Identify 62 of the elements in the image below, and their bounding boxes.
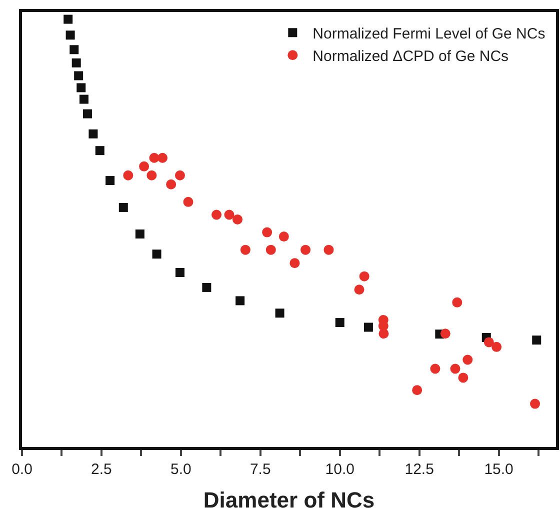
point (118, 202, 128, 212)
x-tick-label: 5.0 (170, 460, 192, 478)
x-tick-label: 2.5 (91, 460, 112, 478)
point (236, 296, 245, 306)
x-tick-label: 15.0 (484, 460, 514, 478)
point (152, 250, 162, 259)
point (123, 170, 134, 180)
point (135, 229, 144, 238)
point (149, 152, 160, 163)
legend-label: Normalized Fermi Level of Ge NCs (312, 25, 546, 42)
point (278, 232, 289, 242)
point (450, 364, 460, 374)
point (74, 71, 84, 80)
point (300, 244, 311, 255)
point (139, 161, 150, 172)
point (72, 58, 81, 68)
x-tick-label: 7.5 (250, 460, 271, 478)
x-tick-label: 12.5 (404, 460, 434, 478)
x-axis-title: Diameter of NCs (203, 488, 375, 513)
point (378, 328, 389, 339)
point (530, 398, 540, 409)
point (359, 271, 370, 282)
point (262, 227, 272, 238)
point (430, 364, 440, 374)
point (335, 318, 344, 328)
point (157, 152, 168, 163)
point (266, 244, 276, 255)
point (79, 94, 88, 104)
point (484, 337, 494, 348)
point (88, 129, 98, 138)
point (452, 297, 462, 308)
point (175, 268, 184, 277)
point (462, 354, 473, 365)
legend-label: Normalized ΔCPD of Ge NCs (312, 48, 509, 65)
point (412, 385, 422, 396)
point (324, 244, 334, 255)
point (106, 176, 115, 186)
point (458, 372, 468, 383)
point (364, 322, 373, 332)
point (174, 170, 185, 180)
point (240, 244, 250, 255)
point (354, 284, 364, 295)
point (82, 109, 92, 118)
point (146, 170, 157, 180)
point (183, 196, 194, 207)
point (224, 210, 234, 220)
point (76, 83, 86, 92)
point (532, 336, 542, 345)
point (290, 258, 300, 268)
point (66, 30, 75, 40)
point (64, 14, 73, 24)
point (70, 45, 79, 54)
point (95, 146, 104, 156)
x-tick-label: 0.0 (12, 460, 32, 478)
point (202, 282, 212, 292)
point (275, 308, 284, 318)
point (166, 179, 176, 190)
point (232, 214, 243, 224)
point (492, 342, 502, 352)
point (440, 328, 450, 339)
x-tick-label: 10.0 (325, 460, 354, 478)
point (212, 210, 222, 220)
